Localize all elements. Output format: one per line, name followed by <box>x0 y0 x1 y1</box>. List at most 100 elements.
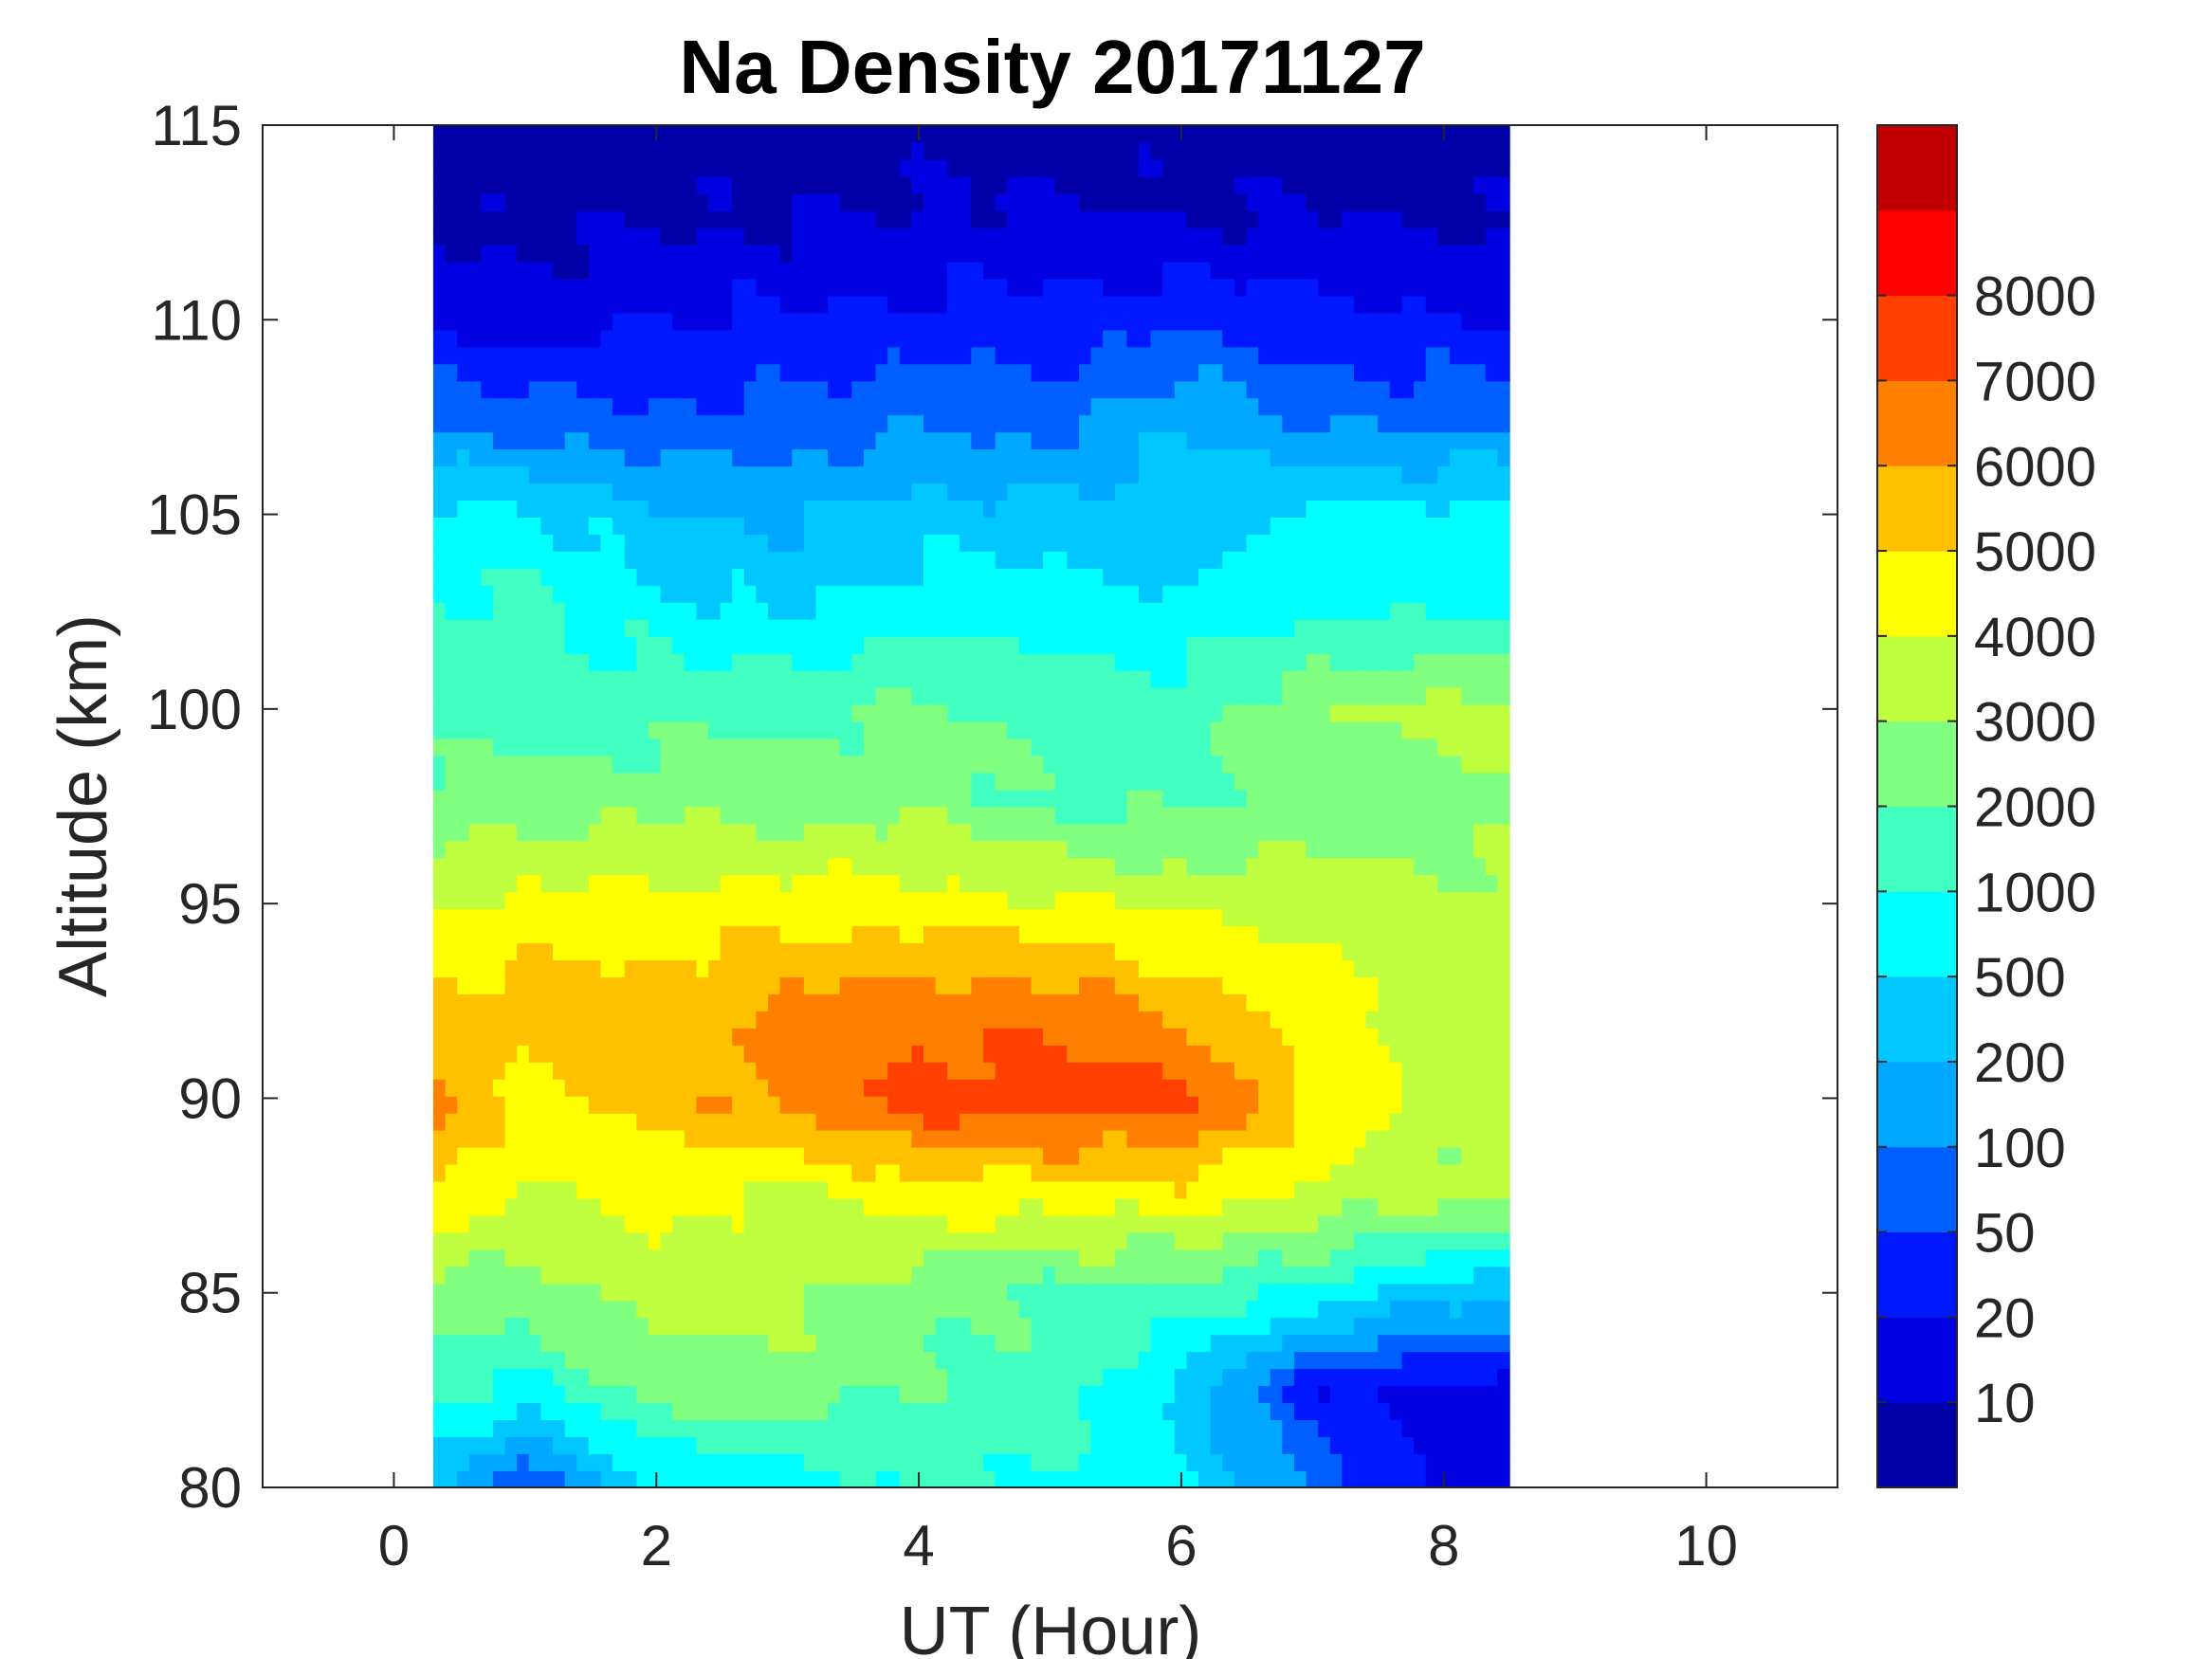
contour-cell <box>720 1351 733 1370</box>
contour-cell <box>815 1300 829 1319</box>
contour-cell <box>432 568 447 586</box>
contour-cell <box>935 1402 948 1420</box>
contour-cell <box>851 1249 865 1267</box>
contour-cell <box>1354 1045 1367 1063</box>
contour-cell <box>743 806 758 825</box>
contour-cell <box>672 1095 686 1114</box>
contour-cell <box>540 772 554 791</box>
contour-cell <box>1198 652 1212 671</box>
contour-cell <box>899 1249 913 1267</box>
contour-cell <box>1222 601 1235 620</box>
contour-cell <box>1365 1061 1379 1080</box>
contour-cell <box>1162 703 1176 722</box>
contour-cell <box>1282 568 1295 586</box>
contour-cell <box>995 1453 1009 1471</box>
contour-cell <box>1114 1402 1128 1420</box>
contour-cell <box>875 551 888 569</box>
contour-cell <box>708 1028 722 1046</box>
contour-cell <box>468 1112 483 1131</box>
contour-cell <box>1090 601 1104 620</box>
contour-cell <box>863 1078 877 1097</box>
contour-cell <box>504 789 518 808</box>
contour-cell <box>839 959 853 977</box>
contour-cell <box>839 1300 853 1319</box>
contour-cell <box>1449 1351 1463 1370</box>
contour-cell <box>1162 1453 1176 1471</box>
contour-cell <box>468 738 483 757</box>
contour-cell <box>517 669 530 688</box>
contour-cell <box>792 1061 805 1080</box>
contour-cell <box>672 635 686 654</box>
contour-cell <box>660 1385 673 1403</box>
contour-cell <box>553 534 566 552</box>
contour-cell <box>947 551 960 569</box>
contour-cell <box>1139 1078 1152 1097</box>
contour-cell <box>564 1146 578 1165</box>
contour-cell <box>1126 635 1140 654</box>
contour-cell <box>720 908 733 927</box>
contour-cell <box>624 568 638 586</box>
contour-cell <box>1186 789 1199 808</box>
contour-cell <box>1449 891 1463 910</box>
contour-cell <box>851 551 865 569</box>
contour-cell <box>923 534 937 552</box>
contour-cell <box>1079 1129 1092 1148</box>
contour-cell <box>995 551 1009 569</box>
contour-cell <box>576 874 590 893</box>
contour-cell <box>756 1163 769 1182</box>
contour-cell <box>1342 1385 1355 1403</box>
contour-cell <box>660 1351 673 1370</box>
contour-cell <box>875 1436 888 1454</box>
contour-cell <box>1329 976 1344 994</box>
contour-cell <box>1414 1078 1427 1097</box>
contour-cell <box>457 857 470 876</box>
contour-cell <box>468 857 483 876</box>
contour-cell <box>1126 686 1140 705</box>
contour-cell <box>1210 1163 1224 1182</box>
contour-cell <box>1461 1197 1474 1216</box>
contour-cell <box>803 703 817 722</box>
contour-cell <box>1329 1300 1344 1319</box>
contour-cell <box>1079 1368 1092 1387</box>
contour-cell <box>624 1011 638 1029</box>
contour-cell <box>803 568 817 586</box>
contour-cell <box>971 1129 984 1148</box>
contour-cell <box>875 1368 888 1387</box>
contour-cell <box>1473 942 1487 960</box>
contour-cell <box>528 789 542 808</box>
contour-cell <box>493 1129 506 1148</box>
contour-cell <box>1234 1453 1248 1471</box>
contour-cell <box>1342 1334 1355 1353</box>
contour-cell <box>504 1334 518 1353</box>
contour-cell <box>600 1163 613 1182</box>
contour-cell <box>1162 772 1176 791</box>
contour-cell <box>1258 720 1271 739</box>
contour-cell <box>1461 1334 1474 1353</box>
contour-cell <box>708 1231 722 1250</box>
contour-cell <box>1043 1011 1056 1029</box>
contour-cell <box>863 720 877 739</box>
contour-cell <box>1126 1419 1140 1437</box>
contour-cell <box>1401 789 1415 808</box>
contour-cell <box>732 976 745 994</box>
contour-cell <box>553 1078 566 1097</box>
contour-cell <box>1162 618 1176 637</box>
contour-cell <box>1079 601 1092 620</box>
contour-cell <box>660 891 673 910</box>
contour-cell <box>756 1334 769 1353</box>
contour-cell <box>481 585 494 603</box>
contour-cell <box>1246 908 1259 927</box>
contour-cell <box>708 806 722 825</box>
contour-cell <box>1270 1436 1284 1454</box>
contour-cell <box>1079 908 1092 927</box>
contour-cell <box>1007 840 1020 859</box>
contour-cell <box>1139 1146 1152 1165</box>
contour-cell <box>1354 686 1367 705</box>
contour-cell <box>1258 1402 1271 1420</box>
contour-cell <box>1067 1180 1080 1199</box>
contour-cell <box>935 806 948 825</box>
contour-cell <box>971 1146 984 1165</box>
contour-cell <box>935 601 948 620</box>
contour-cell <box>875 1453 888 1471</box>
contour-cell <box>959 1146 973 1165</box>
